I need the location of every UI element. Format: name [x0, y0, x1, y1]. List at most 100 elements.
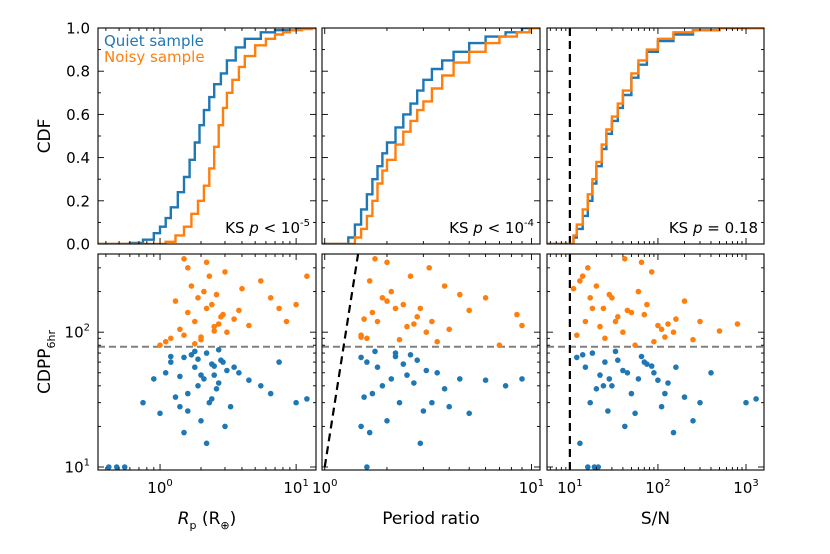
- plot-area: [322, 254, 540, 470]
- ks-prefix: KS: [669, 219, 693, 237]
- tick-marks: [547, 27, 764, 245]
- scatter-point-noisy: [177, 326, 183, 333]
- panel-frame: [546, 27, 765, 245]
- scatter-point-quiet: [579, 352, 586, 358]
- scatter-point-quiet: [502, 383, 509, 389]
- scatter-point-quiet: [106, 464, 112, 470]
- scatter-point-noisy: [638, 259, 645, 266]
- scatter-point-noisy: [222, 269, 228, 275]
- scatter-point-noisy: [570, 285, 577, 292]
- scatter-point-noisy: [434, 338, 441, 345]
- scatter-point-quiet: [655, 377, 661, 384]
- scatter-point-noisy: [185, 309, 191, 316]
- y-axis-label: CDPP6hr: [35, 330, 58, 394]
- scatter-point-noisy: [374, 318, 381, 325]
- cdf-line-noisy: [98, 28, 316, 244]
- scatter-point-noisy: [612, 318, 619, 325]
- scatter-point-quiet: [582, 364, 589, 371]
- scatter-point-noisy: [198, 334, 204, 340]
- ks-prefix: KS: [449, 219, 473, 237]
- scatter-point-quiet: [188, 352, 195, 358]
- scatter-point-noisy: [203, 305, 210, 312]
- x-tick-label: 100: [312, 478, 337, 497]
- scatter-point-quiet: [246, 377, 252, 384]
- legend-entry-quiet: Quiet sample: [104, 32, 204, 50]
- scatter-point-quiet: [374, 364, 381, 371]
- scatter-point-quiet: [293, 399, 299, 406]
- scatter-point-noisy: [665, 321, 671, 327]
- ks-p: p: [248, 219, 259, 237]
- scatter-point-quiet: [753, 396, 759, 402]
- y-tick-label: 0.2: [66, 192, 90, 210]
- panel-frame: [97, 27, 317, 245]
- scatter-point-quiet: [622, 423, 628, 430]
- ks-p: p: [472, 219, 483, 237]
- scatter-point-noisy: [624, 307, 631, 314]
- scatter-point-quiet: [177, 373, 183, 380]
- scatter-point-quiet: [231, 364, 237, 371]
- scatter-point-noisy: [734, 321, 741, 327]
- tick-base: 10: [557, 479, 576, 497]
- scatter-point-noisy: [482, 295, 489, 301]
- scatter-point-quiet: [697, 399, 703, 406]
- scatter-point-quiet: [612, 348, 619, 355]
- scatter-point-quiet: [384, 418, 390, 424]
- scatter-point-noisy: [361, 316, 367, 322]
- scatter-point-noisy: [201, 288, 207, 295]
- scatter-point-noisy: [392, 305, 399, 312]
- scatter-point-quiet: [213, 386, 220, 392]
- plot-area: [322, 28, 540, 244]
- scatter-point-noisy: [304, 273, 310, 280]
- scatter-point-noisy: [276, 305, 282, 312]
- scatter-point-noisy: [697, 318, 703, 325]
- scatter-point-quiet: [602, 359, 608, 365]
- scatter-point-quiet: [400, 361, 407, 367]
- scatter-point-noisy: [635, 288, 642, 295]
- tick-exponent: 1: [538, 478, 544, 489]
- scatter-point-quiet: [227, 403, 234, 410]
- scatter-point-quiet: [420, 408, 427, 414]
- scatter-point-quiet: [276, 359, 282, 365]
- scatter-point-quiet: [600, 383, 607, 389]
- scatter-point-quiet: [466, 410, 473, 417]
- scatter-point-quiet: [379, 383, 386, 389]
- tick-base: 10: [645, 479, 664, 497]
- tick-exponent: 3: [752, 478, 758, 489]
- ks-prefix: KS: [225, 219, 249, 237]
- scatter-point-quiet: [609, 383, 615, 389]
- scatter-point-noisy: [446, 326, 453, 333]
- scatter-point-quiet: [369, 390, 376, 397]
- scatter-point-quiet: [662, 390, 668, 397]
- scatter-point-noisy: [426, 265, 433, 271]
- cdf-line-noisy: [547, 28, 764, 244]
- scatter-point-noisy: [593, 283, 600, 289]
- scatter-point-noisy: [236, 307, 242, 314]
- scatter-point-noisy: [606, 291, 613, 298]
- cdf-line-quiet: [547, 28, 764, 244]
- scatter-point-quiet: [121, 464, 128, 470]
- scatter-point-quiet: [372, 348, 378, 355]
- scatter-point-quiet: [404, 372, 410, 378]
- scatter-point-quiet: [198, 372, 204, 378]
- scatter-point-quiet: [519, 376, 525, 382]
- scatter-point-noisy: [384, 298, 390, 304]
- scatter-point-quiet: [628, 390, 635, 397]
- scatter-point-quiet: [665, 380, 671, 386]
- scatter-point-quiet: [203, 440, 210, 447]
- y-tick-label: 0.6: [66, 106, 90, 124]
- scatter-point-quiet: [201, 376, 207, 382]
- scatter-point-quiet: [743, 399, 749, 406]
- scatter-point-noisy: [388, 288, 395, 295]
- xlabel-unit-subscript: ⊕: [220, 519, 229, 532]
- scatter-point-quiet: [358, 354, 364, 361]
- tick-exponent: 1: [302, 478, 308, 489]
- scatter-point-noisy: [366, 278, 373, 284]
- x-tick-label: 101: [557, 478, 582, 497]
- scatter-point-noisy: [681, 298, 688, 304]
- scatter-point-noisy: [213, 291, 220, 298]
- y-axis-label: CDF: [35, 119, 55, 154]
- scatter-point-quiet: [587, 399, 593, 406]
- scatter-point-quiet: [708, 370, 714, 376]
